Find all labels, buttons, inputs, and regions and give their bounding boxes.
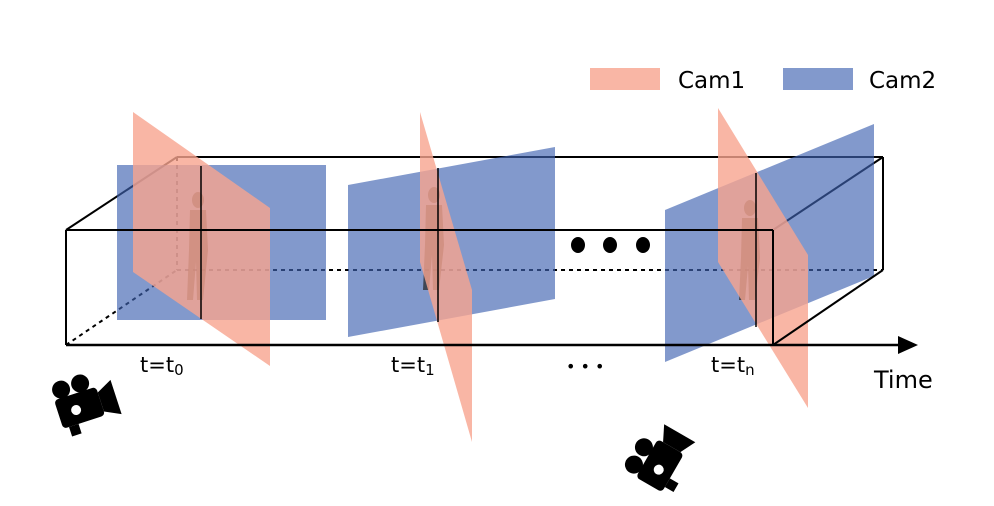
volume-front-edges bbox=[65, 229, 884, 346]
time-label-t0: t=t0 bbox=[140, 353, 184, 379]
time-label-tn: t=tn bbox=[711, 353, 755, 379]
frame-t0 bbox=[117, 112, 326, 366]
video-camera-icon bbox=[52, 374, 122, 437]
legend: Cam1 Cam2 bbox=[590, 68, 936, 94]
ellipsis-dots-volume bbox=[571, 237, 650, 253]
legend-label-cam1: Cam1 bbox=[678, 68, 745, 94]
cam1-plane-tn bbox=[718, 108, 808, 408]
time-axis-label: Time bbox=[873, 366, 933, 394]
legend-swatch-cam1 bbox=[590, 68, 660, 90]
legend-swatch-cam2 bbox=[783, 68, 853, 90]
ellipsis-text: • • • bbox=[566, 357, 604, 376]
time-label-t1: t=t1 bbox=[391, 353, 435, 379]
frame-t1 bbox=[348, 112, 555, 442]
time-axis bbox=[66, 336, 918, 354]
cam1-plane-t1 bbox=[420, 112, 472, 442]
video-camera-icon bbox=[624, 424, 696, 493]
legend-label-cam2: Cam2 bbox=[869, 68, 936, 94]
time-axis-arrowhead bbox=[898, 336, 918, 354]
frame-tn bbox=[665, 108, 874, 408]
